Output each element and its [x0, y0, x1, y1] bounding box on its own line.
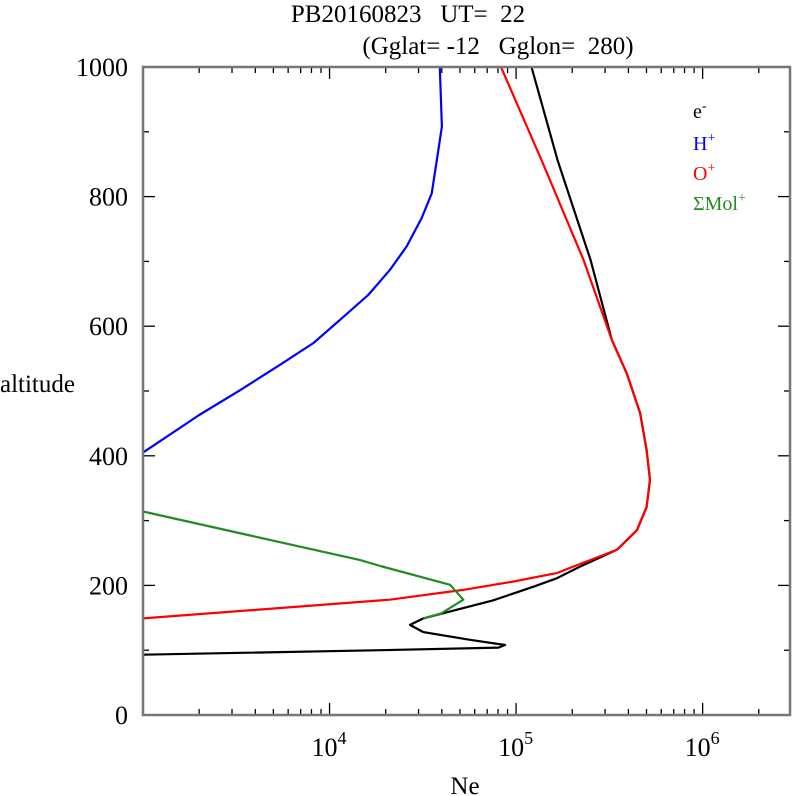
plot-frame: [141, 65, 792, 717]
legend-label: ΣMol: [693, 193, 738, 215]
y-tick-label: 0: [115, 701, 128, 730]
legend: e-H+O+ΣMol+: [693, 99, 746, 215]
x-tick-label-exponent: 6: [711, 728, 720, 748]
x-tick-label: 104: [312, 728, 347, 762]
chart-subtitle: (Gglat= -12 Gglon= 280): [362, 33, 633, 60]
x-tick-labels: 104 105 106: [312, 728, 720, 762]
y-tick-label: 600: [89, 312, 128, 341]
x-tick-label-exponent: 4: [338, 728, 347, 748]
legend-label: O: [693, 163, 707, 185]
series-line-1: [142, 66, 443, 454]
x-tick-label: 106: [685, 728, 720, 762]
y-tick-labels: 0 200 400 600 800 1000: [76, 53, 128, 730]
chart-title: PB20160823 UT= 22: [291, 1, 525, 28]
y-tick-label: 1000: [76, 53, 128, 82]
y-axis-label: altitude: [0, 371, 75, 398]
x-tick-label-base: 10: [498, 733, 524, 762]
legend-label: e: [693, 101, 702, 123]
legend-entry: ΣMol+: [693, 191, 746, 215]
y-tick-label: 800: [89, 183, 128, 212]
legend-entry: H+: [693, 131, 715, 155]
legend-label-sup: -: [702, 99, 707, 114]
legend-entry: O+: [693, 161, 715, 185]
series-line-2: [142, 66, 652, 620]
legend-label: H: [693, 133, 707, 155]
x-axis-label: Ne: [450, 773, 479, 796]
x-tick-label-base: 10: [312, 733, 338, 762]
legend-entry: e-: [693, 99, 707, 123]
y-tick-label: 200: [89, 571, 128, 600]
x-tick-label-exponent: 5: [524, 728, 533, 748]
legend-label-sup: +: [707, 131, 715, 146]
x-tick-label-base: 10: [685, 733, 711, 762]
legend-label-sup: +: [738, 191, 746, 206]
legend-label-sup: +: [707, 161, 715, 176]
x-tick-label: 105: [498, 728, 533, 762]
plot-curves: [142, 66, 652, 656]
series-line-3: [142, 510, 465, 620]
y-tick-label: 400: [89, 442, 128, 471]
